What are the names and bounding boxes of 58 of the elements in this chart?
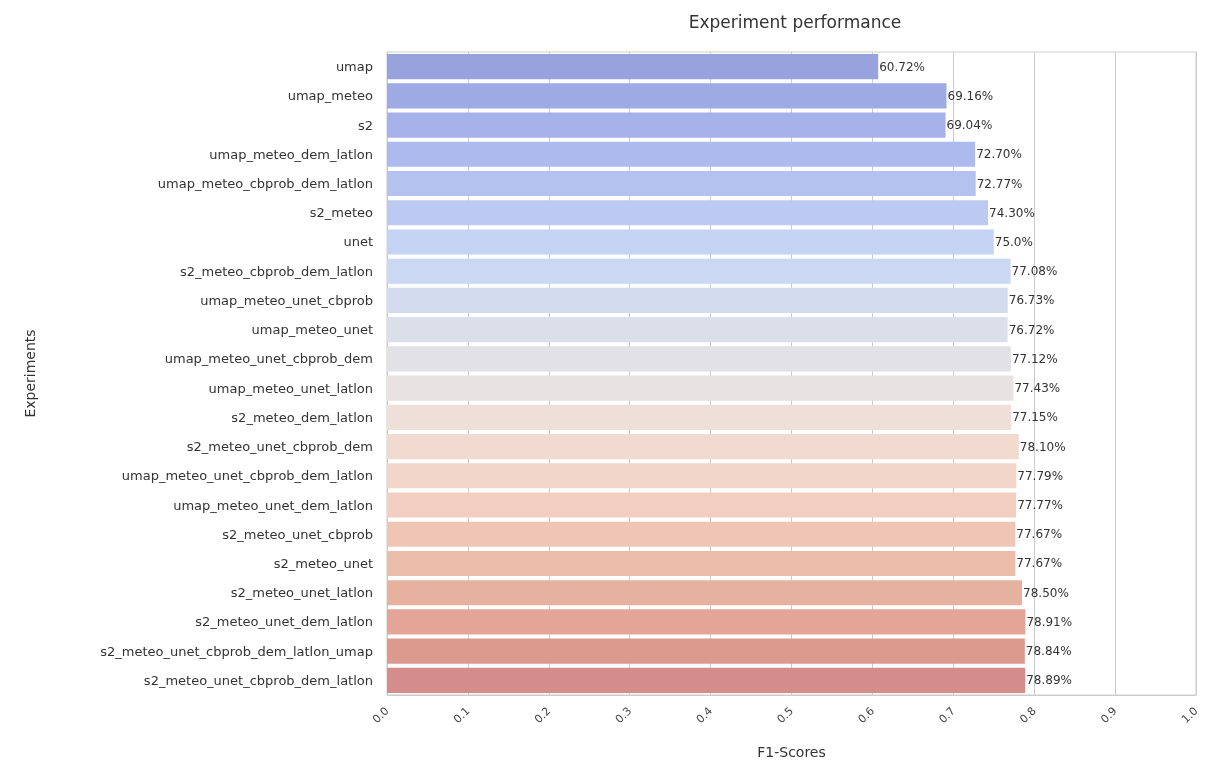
y-tick-label: umap_meteo_dem_latlon bbox=[209, 146, 373, 162]
data-label: 77.67% bbox=[1016, 556, 1063, 571]
x-tick-label: 0.3 bbox=[612, 704, 635, 726]
y-axis-title: Experiments bbox=[22, 329, 38, 418]
data-label: 77.15% bbox=[1012, 410, 1058, 425]
x-tick-label: 0.4 bbox=[693, 704, 716, 726]
y-tick-label: umap_meteo_cbprob_dem_latlon bbox=[157, 176, 373, 192]
data-label: 77.12% bbox=[1011, 351, 1058, 366]
data-label: 78.10% bbox=[1019, 439, 1066, 454]
y-tick-label: s2_meteo_unet_cbprob_dem_latlon bbox=[143, 672, 373, 688]
data-label: 78.84% bbox=[1025, 644, 1072, 659]
data-label: 76.73% bbox=[1008, 293, 1055, 308]
data-label: 77.79% bbox=[1017, 468, 1064, 483]
y-tick-label: s2_meteo_unet_dem_latlon bbox=[195, 614, 373, 630]
chart-title: Experiment performance bbox=[688, 11, 902, 32]
data-label: 77.08% bbox=[1011, 264, 1058, 279]
y-tick-label: unet bbox=[343, 234, 373, 250]
y-tick-label: umap_meteo_unet_cbprob bbox=[200, 292, 373, 308]
x-tick-label: 1.0 bbox=[1179, 704, 1201, 726]
data-label: 72.77% bbox=[976, 176, 1023, 191]
data-label: 78.89% bbox=[1026, 673, 1072, 688]
x-tick-label: 0.6 bbox=[855, 704, 877, 726]
y-tick-label: umap bbox=[335, 59, 373, 75]
data-label: 76.72% bbox=[1008, 322, 1055, 337]
y-tick-label: umap_meteo_unet_dem_latlon bbox=[173, 497, 373, 513]
data-label: 72.70% bbox=[976, 147, 1022, 162]
y-tick-label: s2_meteo_unet_cbprob_dem_latlon_umap bbox=[100, 643, 373, 659]
x-tick-label: 0.5 bbox=[774, 704, 797, 726]
y-tick-label: s2_meteo_unet_cbprob bbox=[222, 526, 373, 542]
data-label: 69.04% bbox=[946, 118, 993, 133]
x-tick-label: 0.8 bbox=[1017, 704, 1039, 726]
data-label: 78.91% bbox=[1026, 614, 1073, 629]
data-label: 77.77% bbox=[1017, 498, 1063, 513]
x-tick-label: 0.7 bbox=[936, 704, 958, 726]
y-tick-label: s2_meteo_unet_latlon bbox=[230, 585, 373, 601]
y-tick-label: s2_meteo_unet_cbprob_dem bbox=[186, 439, 373, 455]
y-tick-label: umap_meteo_unet_latlon bbox=[208, 380, 373, 396]
y-tick-label: s2_meteo bbox=[309, 205, 374, 221]
x-tick-label: 0.9 bbox=[1098, 704, 1120, 726]
y-tick-label: umap_meteo bbox=[287, 88, 374, 104]
y-tick-label: umap_meteo_unet bbox=[251, 322, 373, 338]
x-tick-label: 0.1 bbox=[450, 704, 473, 726]
y-tick-label: s2_meteo_dem_latlon bbox=[231, 409, 373, 425]
y-tick-label: s2 bbox=[357, 117, 373, 133]
x-tick-label: 0.2 bbox=[531, 704, 554, 726]
y-tick-label: umap_meteo_unet_cbprob_dem bbox=[164, 351, 373, 367]
y-tick-label: s2_meteo_unet bbox=[273, 555, 373, 571]
x-axis-title: F1-Scores bbox=[757, 744, 826, 760]
data-label: 60.72% bbox=[879, 59, 925, 74]
y-tick-label: umap_meteo_unet_cbprob_dem_latlon bbox=[121, 468, 373, 484]
data-label: 75.0% bbox=[994, 234, 1033, 249]
data-label: 69.16% bbox=[947, 88, 994, 103]
data-label: 78.50% bbox=[1023, 585, 1069, 600]
x-tick-label: 0.0 bbox=[370, 704, 392, 726]
y-tick-label: s2_meteo_cbprob_dem_latlon bbox=[179, 263, 373, 279]
data-label: 77.43% bbox=[1014, 381, 1061, 396]
data-label: 77.67% bbox=[1016, 527, 1063, 542]
data-label: 74.30% bbox=[989, 205, 1035, 220]
